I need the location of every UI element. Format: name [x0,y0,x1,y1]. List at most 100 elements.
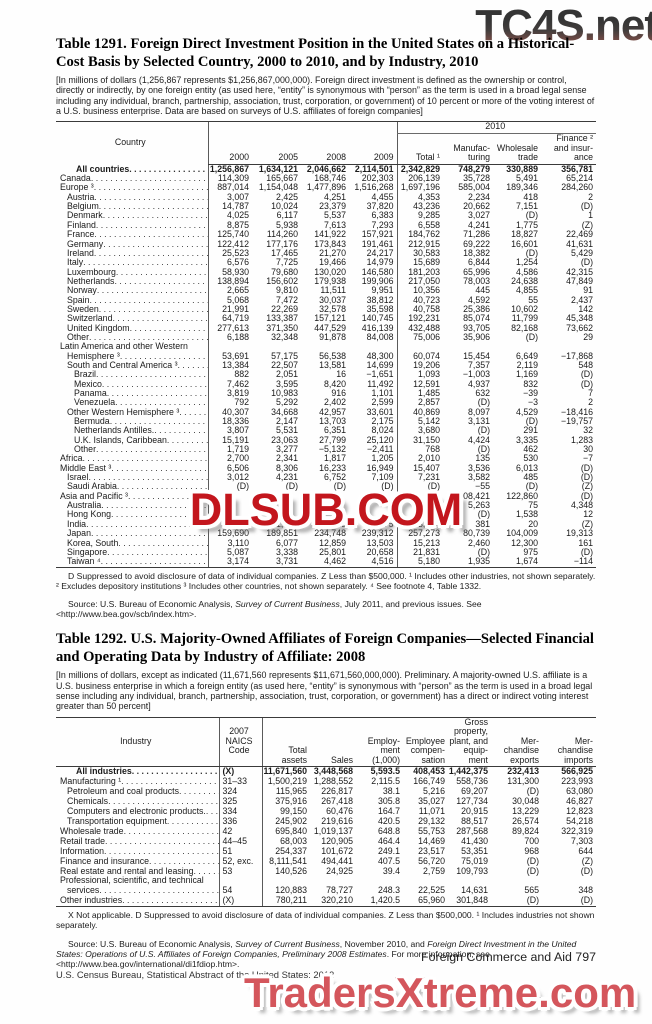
data-cell: 82,168 [511,323,538,333]
data-cell: 2 [588,398,594,408]
data-cell: 5,087 [207,547,252,558]
data-cell: 1,719 [207,445,252,455]
data-cell: 53,351 [461,846,488,856]
data-cell [301,492,349,501]
row-label: Taiwan ⁴ [56,557,208,568]
data-cell: 37,820 [366,202,394,212]
table-row: United Kingdom277,613 371,350 447,529 416,1… [56,323,596,333]
data-cell: 69,222 [463,239,490,249]
data-cell: 35,906 [463,332,490,342]
data-cell: 558,736 [456,777,488,787]
data-cell: 14,631 [461,886,488,896]
column-header-wholesale: Wholesale trade [493,133,541,165]
data-cell: (D) [580,258,594,268]
source-text-segment: Survey of Current Business [235,599,340,610]
data-cell: 22,469 [566,230,594,240]
data-cell: (D) [542,896,596,908]
data-cell: 381 [475,519,490,529]
column-header-industry: Industry [56,716,219,768]
row-label: U.K. Islands, Caribbean [56,436,208,445]
table-row: Middle East ³6,506 8,306 16,233 16,94915,40… [56,463,596,474]
table-1292-footnote: X Not applicable. D Suppressed to avoid … [56,910,595,931]
data-cell: 239,312 [361,529,394,539]
data-cell: 4,455 [371,192,394,202]
data-cell: 27,799 [319,435,346,445]
data-cell [349,342,397,351]
data-cell [396,342,443,352]
data-cell [252,501,301,510]
row-label: Netherlands [56,277,208,286]
data-cell: 7,293 [371,220,394,230]
data-cell: (D) [477,510,490,520]
row-label: Other industries [56,896,219,908]
data-cell: (X) [218,766,262,778]
row-label: Africa [56,454,208,463]
data-cell: 89,824 [512,826,539,836]
data-cell: 320,210 [310,896,356,908]
data-cell: 4,353 [396,192,443,203]
row-label: Europe ³ [56,183,208,192]
data-cell: 13,384 [207,360,252,371]
data-cell: −3 [527,398,538,408]
data-cell: 13,703 [319,417,346,427]
data-cell: 530 [523,454,538,464]
row-label: Latin America and other Western [60,342,188,352]
data-cell: 21,270 [319,248,346,258]
data-cell: 122,860 [506,491,538,501]
row-label: Other [56,333,208,342]
data-cell: 78,727 [326,886,353,896]
table-row: Europe ³887,014 1,154,048 1,477,896 1,516,2… [56,183,596,193]
data-cell: 234,748 [314,529,346,539]
data-cell: 168,746 [314,174,346,184]
data-cell: 131,300 [507,777,539,787]
data-cell: 55 [528,295,538,305]
data-cell: (Z) [581,220,594,230]
table-row: Other Western Hemisphere ³40,307 34,668 42… [56,407,596,418]
data-cell: 1,019,137 [313,826,353,836]
column-header-merch-exports: Mer- chandise exports [491,716,542,768]
data-cell: 371,350 [266,323,298,333]
data-cell: 19,466 [319,258,346,268]
data-cell: (D) [477,426,490,436]
data-cell: 792 [207,398,252,408]
row-label: Panama [56,389,208,398]
row-label: Italy [56,258,208,267]
data-cell: −55 [475,482,490,492]
source-text-segment: , November 2010, and [339,938,428,949]
data-cell: 192,231 [396,314,443,324]
data-cell: 2,147 [275,417,298,427]
data-cell: 146,580 [361,267,394,277]
data-cell: 71,286 [463,230,490,240]
data-cell [403,876,448,886]
table-1291-intro: [In millions of dollars (1,256,867 repre… [56,75,595,117]
data-cell: 58,930 [207,267,252,277]
data-cell: 5,216 [422,787,445,797]
data-cell: 191,461 [361,239,394,249]
data-cell: 632 [475,389,490,398]
data-cell: 4,348 [571,501,594,511]
data-cell: 32 [583,426,594,436]
data-cell [493,342,541,351]
data-cell: 14,469 [418,836,445,846]
source-text-segment: Foreign Direct Investment in the United … [56,938,577,959]
data-cell: 2,759 [422,866,445,876]
data-cell: 420.5 [377,817,400,826]
data-cell: 159,690 [207,529,252,539]
data-cell: 189,346 [506,183,538,193]
data-cell: 6,506 [207,463,252,474]
source-text-segment: Source: U.S. Bureau of Economic Analysis… [68,938,236,949]
data-cell: 15,407 [396,463,443,474]
data-cell: 4,529 [515,407,538,417]
data-cell: 1,935 [443,557,493,568]
data-cell: 5,531 [275,426,298,436]
data-cell: 42 [218,826,262,837]
data-cell: (D) [477,445,490,455]
data-cell: 4,231 [275,473,298,483]
data-cell: 6,844 [467,258,490,268]
data-cell: −17,868 [560,351,594,361]
data-cell: 232,413 [507,766,539,777]
